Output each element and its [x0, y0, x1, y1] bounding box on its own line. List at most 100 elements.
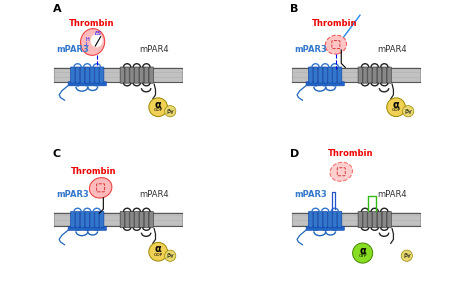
Bar	[292, 68, 420, 82]
FancyBboxPatch shape	[80, 67, 84, 83]
Circle shape	[149, 98, 167, 116]
Text: Thrombin: Thrombin	[328, 149, 374, 158]
FancyBboxPatch shape	[387, 212, 392, 228]
FancyBboxPatch shape	[100, 212, 104, 228]
FancyBboxPatch shape	[313, 67, 318, 83]
FancyBboxPatch shape	[130, 67, 134, 83]
FancyBboxPatch shape	[144, 67, 148, 83]
FancyBboxPatch shape	[363, 67, 367, 83]
Circle shape	[402, 106, 414, 117]
Text: B: B	[291, 4, 299, 14]
Ellipse shape	[330, 162, 353, 181]
FancyBboxPatch shape	[135, 212, 139, 228]
Text: Thrombin: Thrombin	[71, 168, 117, 176]
Text: mPAR3: mPAR3	[294, 45, 327, 54]
Text: mPAR3: mPAR3	[56, 190, 89, 199]
FancyBboxPatch shape	[313, 212, 318, 228]
FancyBboxPatch shape	[318, 67, 322, 83]
FancyBboxPatch shape	[333, 67, 337, 83]
Text: GTP: GTP	[358, 254, 367, 258]
Text: A: A	[53, 4, 61, 14]
Text: mPAR3: mPAR3	[56, 45, 89, 54]
FancyBboxPatch shape	[149, 212, 154, 228]
Ellipse shape	[90, 178, 112, 198]
Text: H: H	[85, 37, 89, 42]
FancyBboxPatch shape	[382, 67, 386, 83]
FancyBboxPatch shape	[144, 212, 148, 228]
FancyBboxPatch shape	[358, 67, 363, 83]
Text: mPAR3: mPAR3	[294, 190, 327, 199]
Text: GDP: GDP	[392, 108, 401, 112]
Circle shape	[149, 242, 167, 261]
FancyBboxPatch shape	[68, 82, 106, 86]
FancyBboxPatch shape	[337, 67, 342, 83]
Ellipse shape	[81, 29, 105, 55]
FancyBboxPatch shape	[85, 67, 90, 83]
Text: GDP: GDP	[154, 253, 163, 257]
FancyBboxPatch shape	[85, 212, 90, 228]
FancyBboxPatch shape	[333, 212, 337, 228]
FancyBboxPatch shape	[323, 212, 328, 228]
FancyBboxPatch shape	[95, 212, 99, 228]
Text: L: L	[86, 42, 89, 47]
Circle shape	[401, 250, 412, 261]
Ellipse shape	[91, 34, 103, 47]
FancyBboxPatch shape	[328, 67, 332, 83]
Text: C: C	[53, 149, 61, 159]
Text: mPAR4: mPAR4	[377, 45, 407, 54]
FancyBboxPatch shape	[373, 212, 377, 228]
FancyBboxPatch shape	[373, 67, 377, 83]
Text: Thrombin: Thrombin	[312, 19, 357, 28]
FancyBboxPatch shape	[306, 226, 344, 230]
Text: D: D	[291, 149, 300, 159]
Text: Thrombin: Thrombin	[69, 19, 114, 28]
Text: α: α	[359, 246, 366, 256]
FancyBboxPatch shape	[80, 212, 84, 228]
Ellipse shape	[325, 35, 346, 54]
Bar	[54, 213, 182, 226]
FancyBboxPatch shape	[323, 67, 328, 83]
Text: mPAR4: mPAR4	[377, 190, 407, 199]
FancyBboxPatch shape	[318, 212, 322, 228]
FancyBboxPatch shape	[309, 212, 313, 228]
FancyBboxPatch shape	[377, 67, 382, 83]
FancyBboxPatch shape	[337, 212, 342, 228]
Text: GDP: GDP	[154, 108, 163, 112]
Text: βγ: βγ	[166, 109, 174, 114]
FancyBboxPatch shape	[71, 212, 75, 228]
FancyBboxPatch shape	[306, 82, 344, 86]
FancyBboxPatch shape	[377, 212, 382, 228]
FancyBboxPatch shape	[382, 212, 386, 228]
FancyBboxPatch shape	[149, 67, 154, 83]
Text: mPAR4: mPAR4	[139, 45, 169, 54]
Text: α: α	[155, 244, 162, 254]
Text: ES: ES	[94, 32, 101, 36]
FancyBboxPatch shape	[358, 212, 363, 228]
Text: α: α	[393, 100, 400, 110]
Text: βγ: βγ	[166, 253, 174, 258]
Circle shape	[164, 250, 176, 261]
FancyBboxPatch shape	[125, 212, 129, 228]
FancyBboxPatch shape	[363, 212, 367, 228]
FancyBboxPatch shape	[90, 67, 94, 83]
FancyBboxPatch shape	[120, 212, 125, 228]
Text: βγ: βγ	[404, 109, 412, 114]
FancyBboxPatch shape	[309, 67, 313, 83]
FancyBboxPatch shape	[368, 212, 372, 228]
FancyBboxPatch shape	[130, 212, 134, 228]
FancyBboxPatch shape	[328, 212, 332, 228]
FancyBboxPatch shape	[125, 67, 129, 83]
Bar	[54, 68, 182, 82]
Bar	[292, 213, 420, 226]
Circle shape	[164, 106, 176, 117]
FancyBboxPatch shape	[75, 67, 80, 83]
FancyBboxPatch shape	[139, 212, 144, 228]
FancyBboxPatch shape	[387, 67, 392, 83]
FancyBboxPatch shape	[120, 67, 125, 83]
FancyBboxPatch shape	[139, 67, 144, 83]
FancyBboxPatch shape	[90, 212, 94, 228]
Circle shape	[353, 243, 373, 263]
Text: βγ: βγ	[403, 253, 410, 258]
FancyBboxPatch shape	[68, 226, 106, 230]
FancyBboxPatch shape	[71, 67, 75, 83]
